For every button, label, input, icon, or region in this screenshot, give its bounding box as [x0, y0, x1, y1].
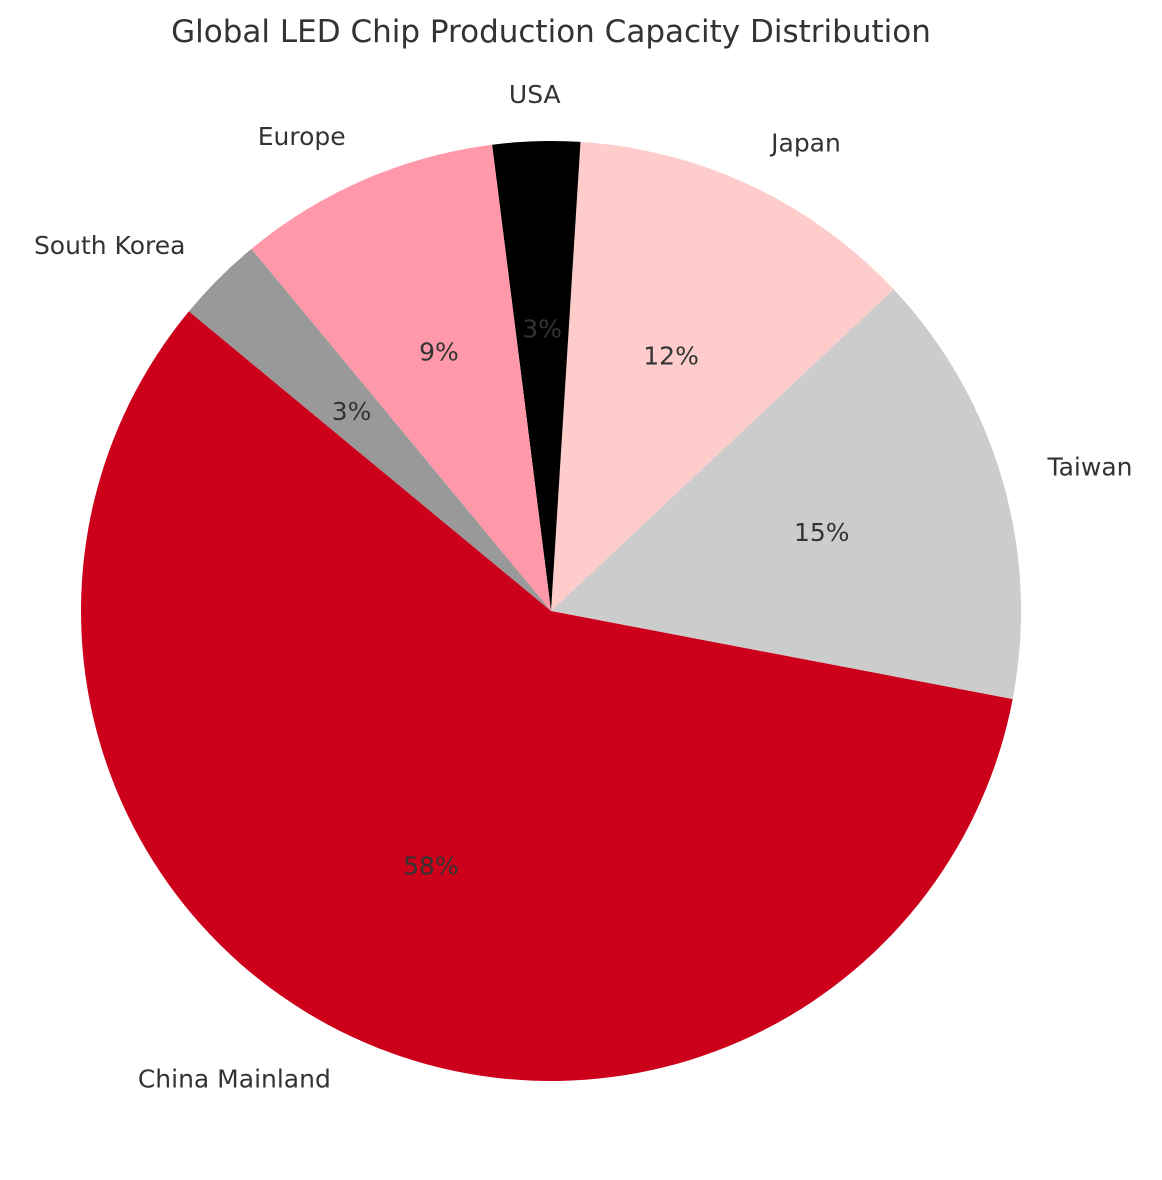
category-label-japan: Japan — [769, 129, 841, 158]
category-label-south-korea: South Korea — [34, 231, 185, 260]
pct-label-taiwan: 15% — [794, 518, 850, 547]
category-label-china-mainland: China Mainland — [138, 1064, 331, 1093]
pct-label-china-mainland: 58% — [403, 852, 459, 881]
category-label-taiwan: Taiwan — [1046, 452, 1132, 481]
category-label-usa: USA — [509, 80, 561, 109]
category-label-europe: Europe — [258, 122, 346, 151]
pct-label-japan: 12% — [643, 341, 699, 370]
pct-label-usa: 3% — [522, 315, 562, 344]
pct-label-south-korea: 3% — [332, 397, 372, 426]
pct-label-europe: 9% — [419, 338, 459, 367]
